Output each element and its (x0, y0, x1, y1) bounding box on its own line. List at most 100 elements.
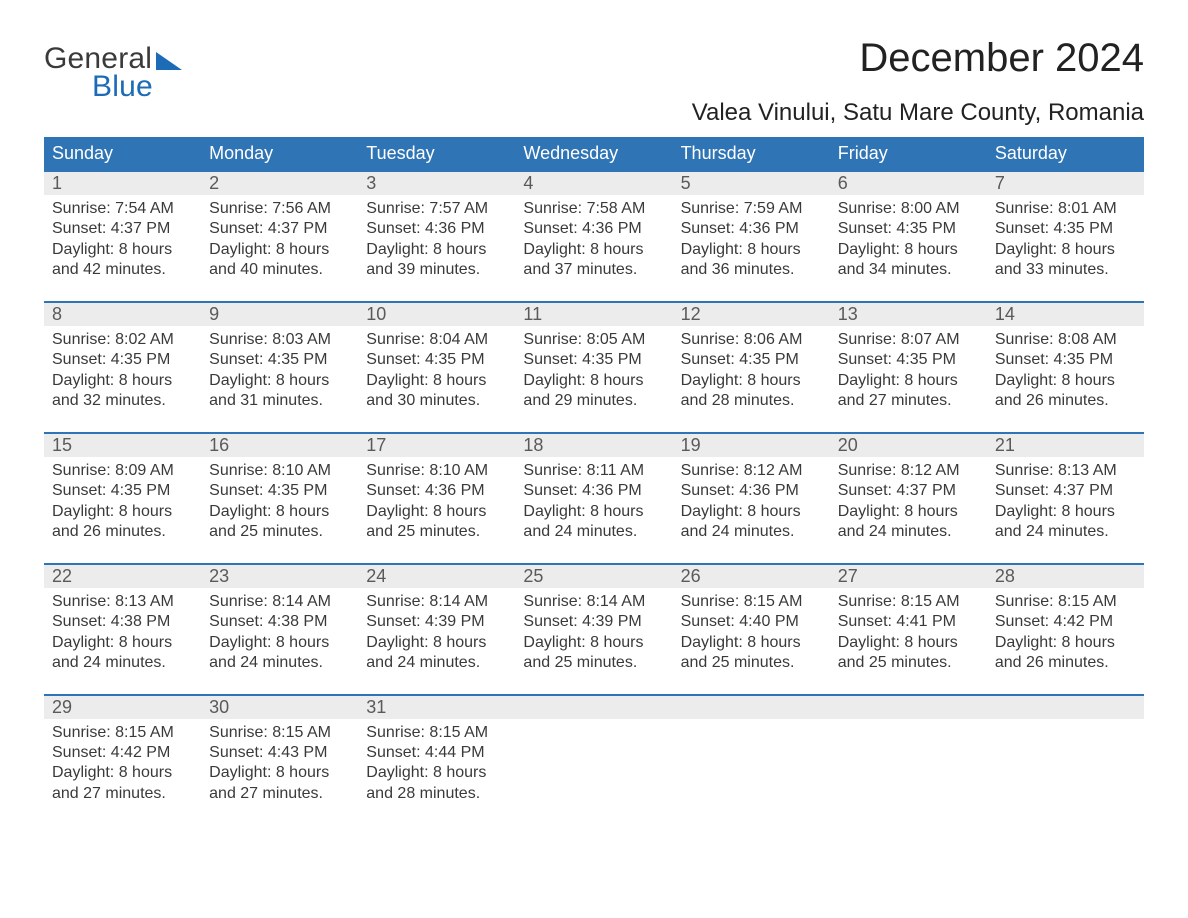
daylight-line1: Daylight: 8 hours (209, 371, 350, 391)
day-data-cell: Sunrise: 8:12 AMSunset: 4:37 PMDaylight:… (830, 457, 987, 549)
sunset-text: Sunset: 4:44 PM (366, 743, 507, 763)
sunrise-text: Sunrise: 8:02 AM (52, 330, 193, 350)
daylight-line1: Daylight: 8 hours (366, 502, 507, 522)
sunrise-text: Sunrise: 8:12 AM (681, 461, 822, 481)
day-data-row: Sunrise: 8:02 AMSunset: 4:35 PMDaylight:… (44, 326, 1144, 418)
date-number-row: 22232425262728 (44, 565, 1144, 588)
day-data-cell: Sunrise: 8:00 AMSunset: 4:35 PMDaylight:… (830, 195, 987, 287)
daylight-line1: Daylight: 8 hours (995, 502, 1136, 522)
day-data-cell: Sunrise: 8:14 AMSunset: 4:38 PMDaylight:… (201, 588, 358, 680)
weekday-header-cell: Tuesday (358, 137, 515, 170)
daylight-line2: and 42 minutes. (52, 260, 193, 280)
daylight-line1: Daylight: 8 hours (209, 633, 350, 653)
sunrise-text: Sunrise: 8:04 AM (366, 330, 507, 350)
daylight-line2: and 25 minutes. (681, 653, 822, 673)
weeks-container: 1234567Sunrise: 7:54 AMSunset: 4:37 PMDa… (44, 170, 1144, 810)
weekday-header-cell: Sunday (44, 137, 201, 170)
sunrise-text: Sunrise: 8:15 AM (52, 723, 193, 743)
daylight-line1: Daylight: 8 hours (838, 502, 979, 522)
day-data-cell: Sunrise: 8:15 AMSunset: 4:42 PMDaylight:… (987, 588, 1144, 680)
sunset-text: Sunset: 4:38 PM (209, 612, 350, 632)
daylight-line2: and 24 minutes. (523, 522, 664, 542)
day-data-cell: Sunrise: 7:59 AMSunset: 4:36 PMDaylight:… (673, 195, 830, 287)
daylight-line2: and 33 minutes. (995, 260, 1136, 280)
sunset-text: Sunset: 4:39 PM (366, 612, 507, 632)
daylight-line1: Daylight: 8 hours (838, 371, 979, 391)
date-number-cell: 11 (515, 303, 672, 326)
day-data-cell: Sunrise: 8:13 AMSunset: 4:38 PMDaylight:… (44, 588, 201, 680)
sunset-text: Sunset: 4:35 PM (209, 350, 350, 370)
date-number-cell: 4 (515, 172, 672, 195)
weekday-header-cell: Thursday (673, 137, 830, 170)
sunrise-text: Sunrise: 8:07 AM (838, 330, 979, 350)
date-number-cell: 28 (987, 565, 1144, 588)
daylight-line2: and 34 minutes. (838, 260, 979, 280)
day-data-row: Sunrise: 8:13 AMSunset: 4:38 PMDaylight:… (44, 588, 1144, 680)
sunrise-text: Sunrise: 8:15 AM (681, 592, 822, 612)
date-number-cell: 8 (44, 303, 201, 326)
sunset-text: Sunset: 4:35 PM (366, 350, 507, 370)
sunset-text: Sunset: 4:35 PM (995, 350, 1136, 370)
day-data-cell: Sunrise: 8:10 AMSunset: 4:36 PMDaylight:… (358, 457, 515, 549)
date-number-cell: 13 (830, 303, 987, 326)
daylight-line2: and 29 minutes. (523, 391, 664, 411)
daylight-line2: and 31 minutes. (209, 391, 350, 411)
date-number-cell: 16 (201, 434, 358, 457)
day-data-row: Sunrise: 7:54 AMSunset: 4:37 PMDaylight:… (44, 195, 1144, 287)
weekday-header-cell: Saturday (987, 137, 1144, 170)
daylight-line1: Daylight: 8 hours (681, 502, 822, 522)
sunrise-text: Sunrise: 8:14 AM (366, 592, 507, 612)
daylight-line2: and 24 minutes. (681, 522, 822, 542)
sunset-text: Sunset: 4:36 PM (681, 219, 822, 239)
date-number-cell: 22 (44, 565, 201, 588)
sunset-text: Sunset: 4:37 PM (838, 481, 979, 501)
date-number-cell: 27 (830, 565, 987, 588)
sunrise-text: Sunrise: 8:10 AM (366, 461, 507, 481)
sunset-text: Sunset: 4:35 PM (523, 350, 664, 370)
daylight-line2: and 25 minutes. (838, 653, 979, 673)
daylight-line1: Daylight: 8 hours (995, 633, 1136, 653)
day-data-cell: Sunrise: 8:06 AMSunset: 4:35 PMDaylight:… (673, 326, 830, 418)
logo-text-blue: Blue (92, 70, 153, 104)
date-number-cell: 5 (673, 172, 830, 195)
date-number-cell: 29 (44, 696, 201, 719)
sunrise-text: Sunrise: 8:06 AM (681, 330, 822, 350)
sunrise-text: Sunrise: 7:57 AM (366, 199, 507, 219)
daylight-line1: Daylight: 8 hours (209, 240, 350, 260)
sunrise-text: Sunrise: 8:14 AM (523, 592, 664, 612)
day-data-cell (515, 719, 672, 811)
logo: General Blue (44, 36, 182, 104)
daylight-line2: and 24 minutes. (366, 653, 507, 673)
daylight-line1: Daylight: 8 hours (209, 502, 350, 522)
sunrise-text: Sunrise: 8:00 AM (838, 199, 979, 219)
daylight-line1: Daylight: 8 hours (366, 240, 507, 260)
date-number-cell: 1 (44, 172, 201, 195)
day-data-cell: Sunrise: 8:10 AMSunset: 4:35 PMDaylight:… (201, 457, 358, 549)
day-data-cell: Sunrise: 8:15 AMSunset: 4:43 PMDaylight:… (201, 719, 358, 811)
date-number-cell: 15 (44, 434, 201, 457)
location-subtitle: Valea Vinului, Satu Mare County, Romania (692, 99, 1144, 127)
sunrise-text: Sunrise: 8:03 AM (209, 330, 350, 350)
day-data-cell: Sunrise: 7:58 AMSunset: 4:36 PMDaylight:… (515, 195, 672, 287)
date-number-cell: 20 (830, 434, 987, 457)
sunset-text: Sunset: 4:37 PM (52, 219, 193, 239)
sunrise-text: Sunrise: 8:15 AM (366, 723, 507, 743)
day-data-cell (987, 719, 1144, 811)
sunrise-text: Sunrise: 8:12 AM (838, 461, 979, 481)
day-data-cell: Sunrise: 8:02 AMSunset: 4:35 PMDaylight:… (44, 326, 201, 418)
daylight-line1: Daylight: 8 hours (52, 633, 193, 653)
sunrise-text: Sunrise: 8:10 AM (209, 461, 350, 481)
date-number-cell: 30 (201, 696, 358, 719)
daylight-line2: and 28 minutes. (366, 784, 507, 804)
day-data-cell (673, 719, 830, 811)
day-data-cell: Sunrise: 8:01 AMSunset: 4:35 PMDaylight:… (987, 195, 1144, 287)
day-data-cell: Sunrise: 7:54 AMSunset: 4:37 PMDaylight:… (44, 195, 201, 287)
day-data-cell: Sunrise: 8:15 AMSunset: 4:40 PMDaylight:… (673, 588, 830, 680)
date-number-cell: 10 (358, 303, 515, 326)
sunset-text: Sunset: 4:35 PM (838, 350, 979, 370)
day-data-cell: Sunrise: 8:04 AMSunset: 4:35 PMDaylight:… (358, 326, 515, 418)
date-number-cell: 3 (358, 172, 515, 195)
daylight-line1: Daylight: 8 hours (52, 502, 193, 522)
day-data-cell: Sunrise: 8:15 AMSunset: 4:44 PMDaylight:… (358, 719, 515, 811)
daylight-line2: and 25 minutes. (523, 653, 664, 673)
